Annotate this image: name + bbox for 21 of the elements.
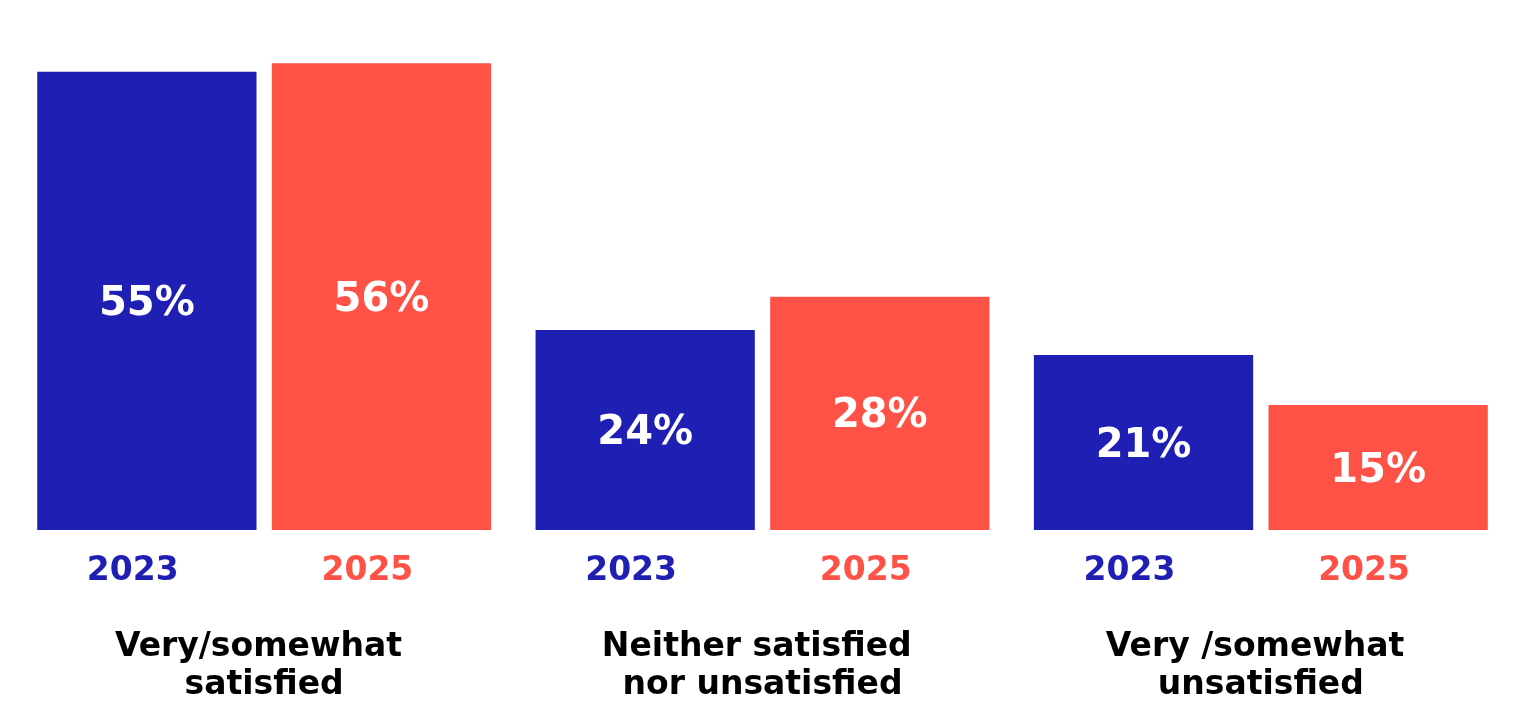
data-label: 55%: [98, 277, 195, 324]
x-tick-label: Very/somewhat satisfied: [114, 624, 414, 702]
series-label: 2025: [321, 549, 414, 588]
data-label: 15%: [1330, 444, 1427, 491]
bar: [535, 330, 755, 530]
series-label: 2023: [86, 549, 179, 588]
data-label: 28%: [831, 390, 928, 437]
data-label: 56%: [333, 273, 430, 320]
text: 2023: [585, 549, 678, 588]
x-tick-label: Neither satisfied nor unsatisfied: [601, 624, 924, 702]
x-tick-label: Very /somewhat unsatisfied: [1105, 624, 1416, 702]
text: 2023: [1083, 549, 1176, 588]
text: 2025: [1318, 549, 1410, 588]
data-label: 24%: [597, 407, 694, 453]
bar: [770, 296, 990, 530]
bar: [37, 71, 257, 530]
text: 2025: [819, 549, 912, 588]
data-label: 21%: [1095, 419, 1192, 466]
bar: [1033, 355, 1254, 530]
bar: [271, 63, 492, 530]
bar: [1268, 405, 1488, 530]
